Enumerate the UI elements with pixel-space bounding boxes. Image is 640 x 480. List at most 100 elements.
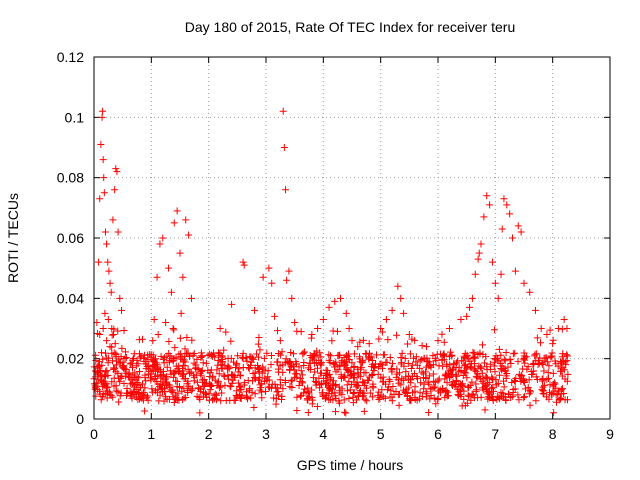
data-point-background — [457, 392, 465, 400]
data-point — [405, 331, 413, 339]
data-point-background — [328, 337, 336, 345]
data-point-background — [506, 356, 514, 364]
data-point-background — [544, 358, 552, 366]
data-point-background — [271, 380, 279, 388]
data-point-background — [129, 354, 137, 362]
data-point-background — [326, 375, 334, 383]
data-point-background — [160, 397, 168, 405]
data-point-background — [462, 369, 470, 377]
data-point-background — [309, 356, 317, 364]
plot-frame — [93, 56, 611, 420]
data-point-background — [466, 362, 474, 370]
data-point-background — [561, 396, 569, 404]
data-point-background — [490, 362, 498, 370]
data-point-background — [457, 367, 465, 375]
data-point-background — [465, 392, 473, 400]
data-point-background — [264, 367, 272, 375]
y-tick-label: 0 — [76, 411, 84, 427]
data-point-background — [235, 365, 243, 373]
data-point-background — [185, 352, 193, 360]
data-point-background — [417, 379, 425, 387]
data-point-background — [236, 371, 244, 379]
data-point-background — [472, 372, 480, 380]
data-point-background — [287, 377, 295, 385]
data-point-background — [128, 394, 136, 402]
data-point — [265, 264, 273, 272]
data-point-background — [400, 376, 408, 384]
data-point-background — [97, 396, 105, 404]
data-point-background — [129, 356, 137, 364]
data-point-background — [404, 359, 412, 367]
data-point-background — [169, 393, 177, 401]
data-point-background — [245, 365, 253, 373]
data-point-background — [563, 357, 571, 365]
data-point-background — [190, 349, 198, 357]
x-tick-label: 8 — [549, 426, 557, 442]
data-point-background — [212, 390, 220, 398]
data-point — [182, 216, 190, 224]
data-point-background — [360, 407, 368, 415]
data-point-background — [301, 385, 309, 393]
data-point-background — [293, 406, 301, 414]
data-point-background — [407, 365, 415, 373]
data-point-background — [316, 360, 324, 368]
data-point-background — [539, 375, 547, 383]
data-point-background — [304, 364, 312, 372]
data-point-background — [469, 348, 477, 356]
data-point-background — [500, 383, 508, 391]
data-point — [388, 306, 396, 314]
data-point-background — [141, 371, 149, 379]
data-point — [280, 144, 288, 151]
data-point — [500, 195, 508, 203]
data-point-background — [307, 334, 315, 342]
data-point-background — [199, 359, 207, 367]
data-point-background — [561, 375, 569, 383]
data-point-background — [138, 380, 146, 388]
data-point-background — [202, 359, 210, 367]
data-point-background — [363, 384, 371, 392]
data-point — [468, 294, 476, 302]
data-point-background — [297, 391, 305, 399]
data-point-background — [124, 370, 132, 378]
data-point-background — [349, 393, 357, 401]
data-point-background — [446, 348, 454, 356]
data-point — [95, 258, 103, 266]
data-point-background — [528, 371, 536, 379]
data-point-background — [296, 392, 304, 400]
data-point-background — [460, 352, 468, 360]
data-point-background — [206, 369, 214, 377]
data-point — [457, 315, 465, 323]
data-point — [348, 337, 356, 345]
data-point-background — [348, 380, 356, 388]
data-point-background — [531, 352, 539, 360]
data-point-background — [222, 328, 230, 336]
data-point-background — [485, 394, 493, 402]
data-point-background — [92, 351, 100, 359]
data-point-background — [345, 350, 353, 358]
data-point — [354, 343, 362, 351]
data-point-background — [548, 349, 556, 357]
data-point-background — [473, 374, 481, 382]
data-point — [107, 288, 115, 296]
data-point-background — [251, 390, 259, 398]
data-point-background — [255, 365, 263, 373]
data-point-background — [145, 362, 153, 370]
data-point-background — [282, 355, 290, 363]
data-point-background — [464, 391, 472, 399]
data-point-background — [293, 373, 301, 381]
data-point-background — [491, 368, 499, 376]
data-point-background — [265, 376, 273, 384]
data-point-background — [148, 385, 156, 393]
data-point-background — [193, 392, 201, 400]
data-point — [279, 107, 287, 115]
data-point-background — [425, 380, 433, 388]
data-point-background — [557, 364, 565, 372]
data-point — [511, 267, 519, 275]
x-tick-label: 4 — [319, 426, 327, 442]
data-point-background — [255, 333, 263, 341]
data-point-background — [241, 379, 249, 387]
data-point-background — [109, 393, 117, 401]
data-point-background — [334, 366, 342, 374]
data-point-background — [245, 386, 253, 394]
data-point-background — [256, 346, 264, 354]
